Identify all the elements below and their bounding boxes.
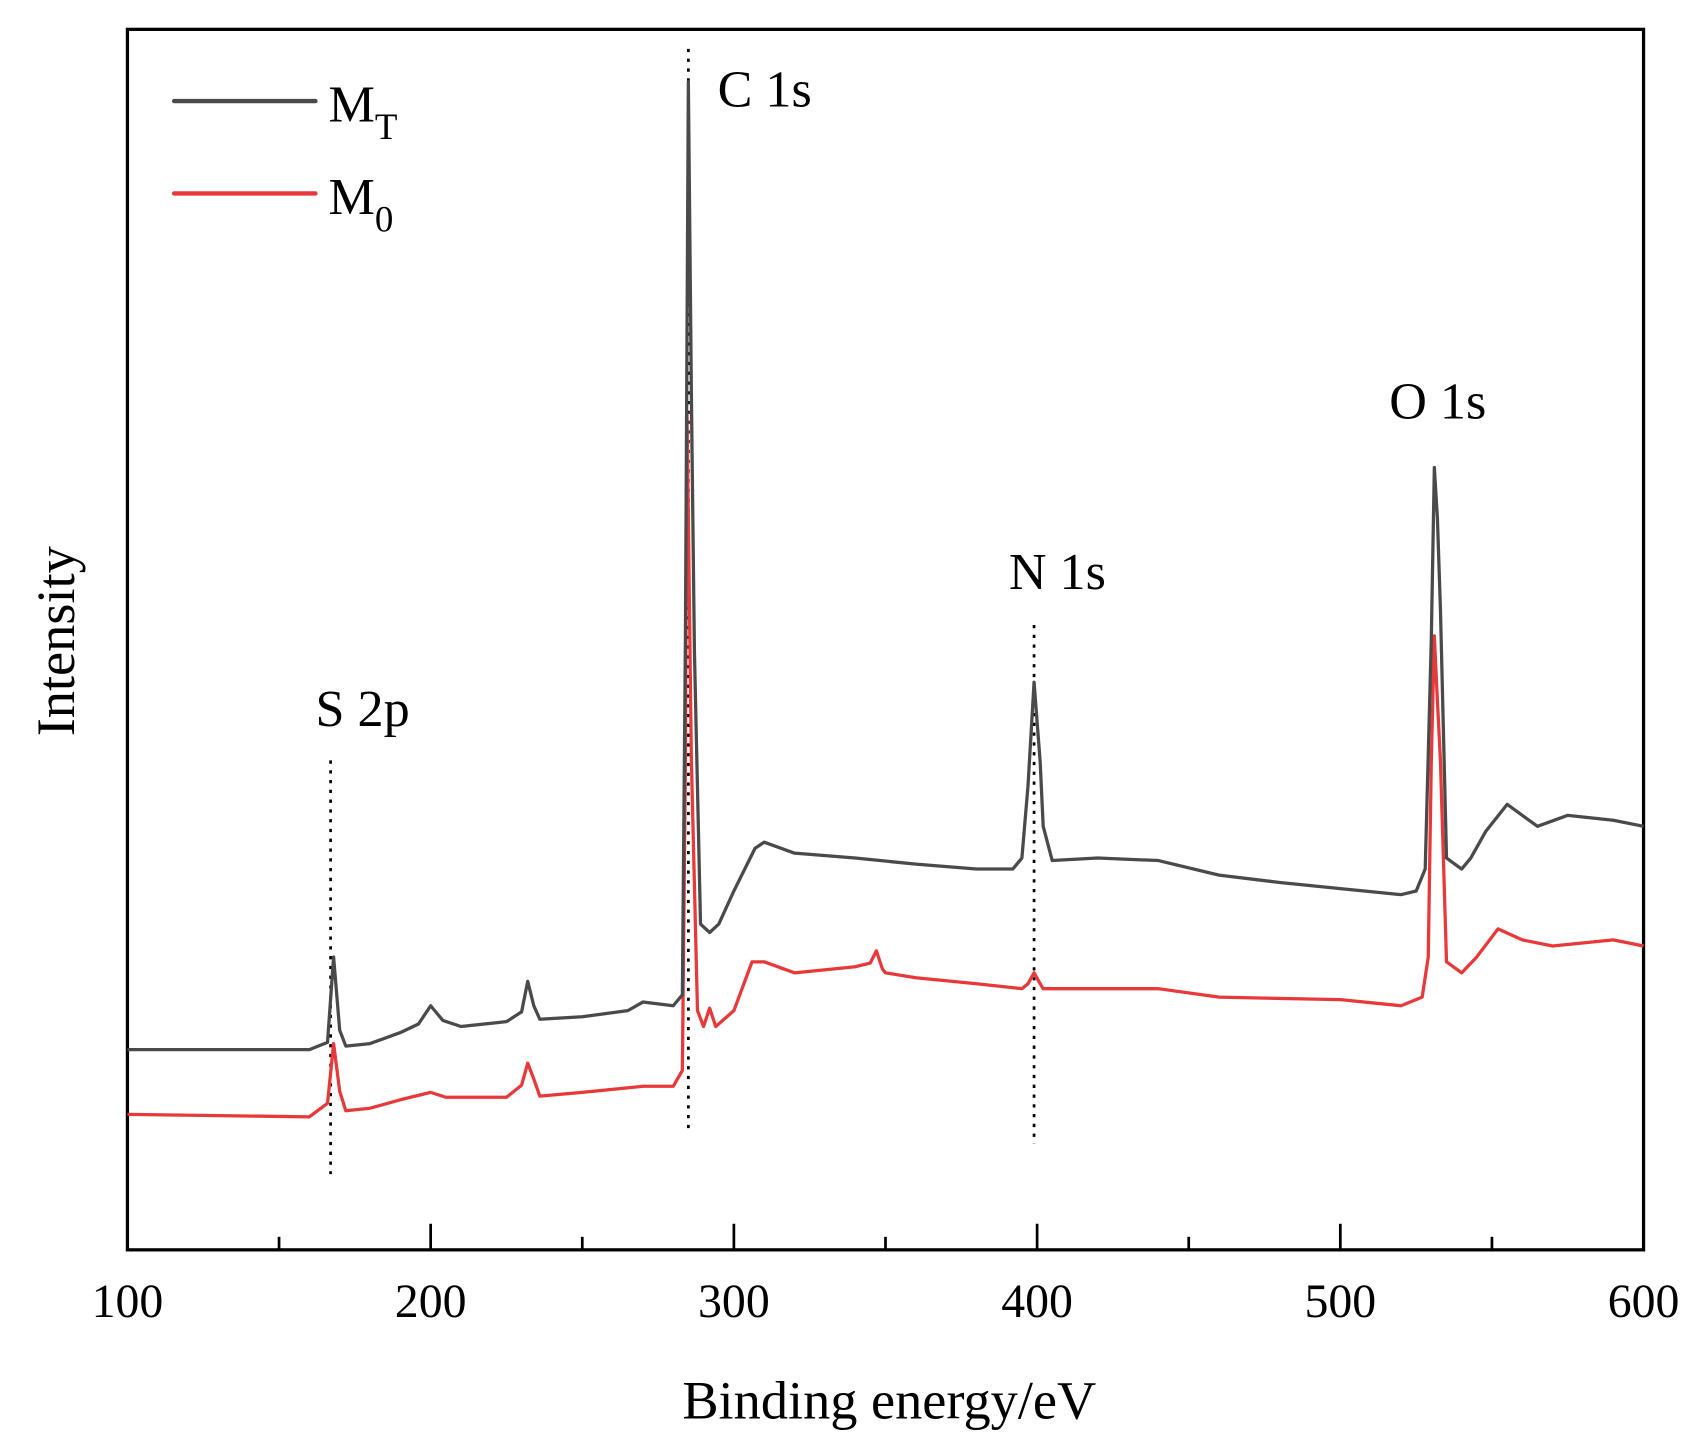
- x-tick-label: 300: [698, 1275, 770, 1328]
- x-axis-label: Binding energy/eV: [682, 1370, 1096, 1430]
- legend-label-m0: M0: [328, 169, 393, 239]
- peak-label-o1s: O 1s: [1389, 373, 1486, 430]
- series-line-m0: [127, 410, 1644, 1119]
- x-tick-label: 200: [395, 1275, 467, 1328]
- x-tick-label: 500: [1304, 1275, 1376, 1328]
- x-tick-label: 600: [1608, 1275, 1680, 1328]
- x-tick-label: 100: [92, 1275, 164, 1328]
- peak-label-n1s: N 1s: [1009, 544, 1106, 601]
- peak-label-s2p: S 2p: [315, 681, 409, 738]
- x-tick-label: 400: [1001, 1275, 1073, 1328]
- legend: MT M0: [171, 77, 397, 239]
- series-line-mt: [127, 80, 1644, 1052]
- legend-label-mt: MT: [328, 77, 397, 147]
- peak-label-c1s: C 1s: [718, 62, 812, 119]
- y-axis-label: Intensity: [26, 546, 86, 736]
